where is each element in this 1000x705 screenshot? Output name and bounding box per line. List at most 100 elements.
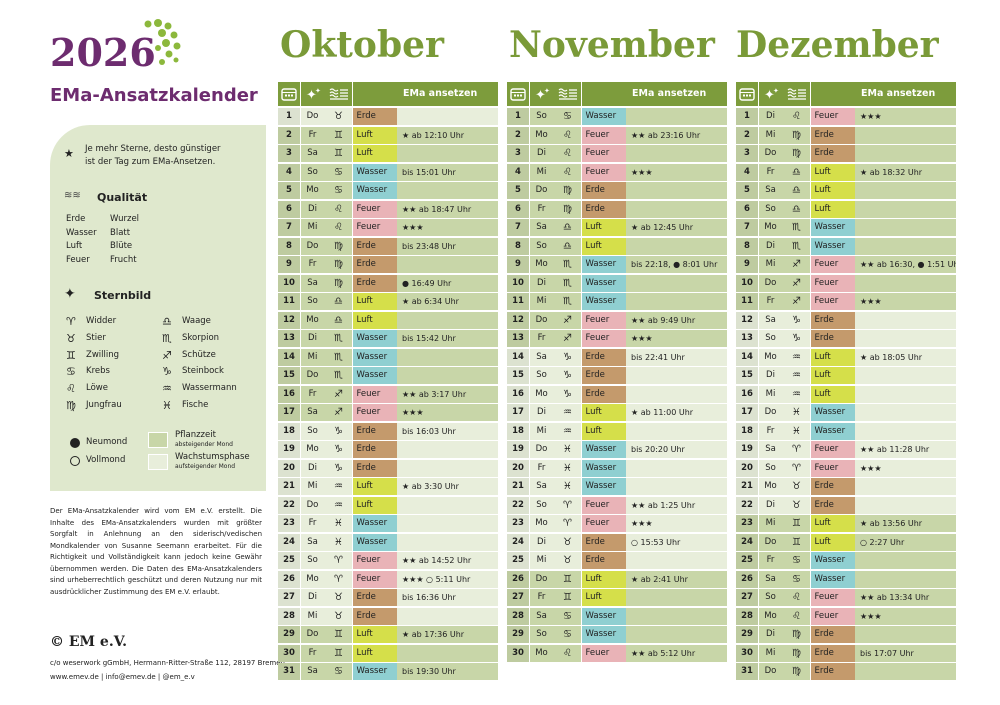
day: 20 [507,459,529,477]
note-empty [855,367,956,384]
sign: ♌ [783,607,810,625]
element: Erde [581,348,626,366]
element: Feuer [581,145,626,162]
weekday: Mi [529,422,554,440]
sign: ♌ [325,200,352,218]
weekday: Di [300,330,325,347]
day: 8 [736,237,758,255]
element: Feuer [810,607,855,625]
sign-symbol: ♓ [162,399,172,412]
sign-symbol: ♐ [162,348,172,362]
star-icon: ★ [64,147,74,160]
weekday: Sa [758,311,783,329]
sign-symbol: ♌ [66,382,76,396]
sign: ♌ [554,126,581,144]
note: ★★ ab 3:17 Uhr [397,385,498,403]
note-empty [626,293,727,310]
note-empty [626,182,727,199]
sign: ♎ [325,311,352,329]
weekday: Do [758,533,783,551]
weekday: Mi [529,163,554,181]
day: 7 [278,219,300,236]
weekday: Do [300,496,325,514]
weekday: Di [529,533,554,551]
weekday: Sa [758,182,783,199]
element: Feuer [810,589,855,606]
element: Feuer [810,256,855,273]
quality-element: Luft [66,241,83,251]
icon: ✦✦ [764,87,779,102]
sign: ♍ [325,274,352,292]
day: 3 [278,145,300,162]
weekday: Sa [300,404,325,421]
note: ★★★ [397,219,498,236]
day: 11 [278,293,300,310]
day: 26 [278,570,300,588]
note-empty [626,589,727,606]
day: 1 [278,108,300,125]
sign: ♑ [783,330,810,347]
header-label: EMa ansetzen [397,82,498,106]
sign: ♐ [554,311,581,329]
element: Erde [810,663,855,680]
element: Feuer [810,293,855,310]
element: Luft [581,570,626,588]
weekday: Do [758,145,783,162]
weekday: Sa [529,219,554,236]
element: Wasser [810,552,855,569]
header-icon [278,82,300,106]
weekday: Di [300,200,325,218]
day: 9 [507,256,529,273]
sign: ♉ [325,108,352,125]
day: 3 [736,145,758,162]
element: Wasser [352,182,397,199]
element: Feuer [581,644,626,662]
day: 2 [736,126,758,144]
header-icon: ✦ ✦ [300,82,325,106]
sign: ♓ [554,441,581,458]
note: bis 15:01 Uhr [397,163,498,181]
day: 20 [278,459,300,477]
sign: ♍ [783,644,810,662]
weekday: Mo [529,515,554,532]
element: Feuer [810,459,855,477]
sign-symbol: ♒ [162,382,172,396]
sign: ♋ [554,626,581,643]
weekday: Mi [758,126,783,144]
sign: ♊ [325,126,352,144]
weekday: Do [758,404,783,421]
weekday: Do [300,626,325,643]
weekday: Mo [300,441,325,458]
element: Wasser [581,108,626,125]
sign: ♋ [554,108,581,125]
header-icon [554,82,581,106]
sign: ♋ [325,163,352,181]
weekday: Sa [300,663,325,680]
note-empty [855,200,956,218]
weekday: Mo [758,348,783,366]
weekday: Di [758,108,783,125]
element: Wasser [810,219,855,236]
weekday: Fr [758,422,783,440]
sign: ♐ [325,385,352,403]
weekday: Sa [758,570,783,588]
sign: ♑ [783,311,810,329]
sign: ♎ [783,163,810,181]
weekday: Mi [758,256,783,273]
note-empty [626,108,727,125]
note-empty [397,256,498,273]
header-icon [581,82,626,106]
sign: ♐ [783,274,810,292]
element: Luft [581,237,626,255]
weekday: Mi [758,644,783,662]
sign: ♒ [554,404,581,421]
day: 24 [278,533,300,551]
weekday: Sa [300,274,325,292]
phase-sub: aufsteigender Mond [175,463,236,470]
icon: ✦✦ [306,87,321,102]
icon [510,88,526,101]
weekday: Sa [529,478,554,495]
sign: ♉ [325,607,352,625]
sign: ♊ [325,145,352,162]
